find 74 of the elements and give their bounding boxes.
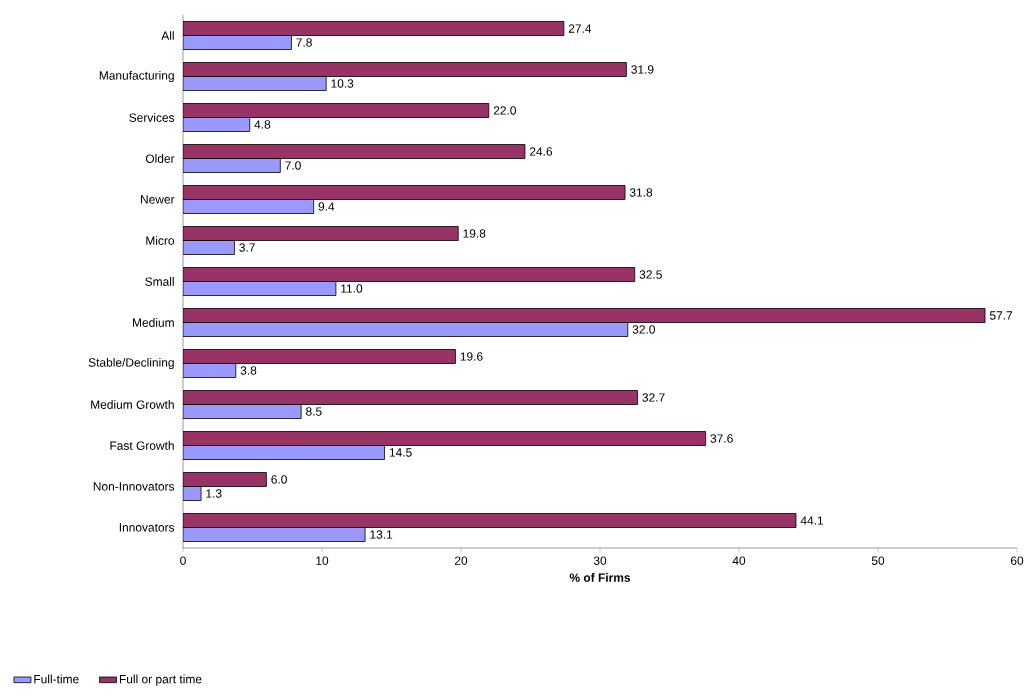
data-label: 32.0 <box>632 325 655 334</box>
bar <box>183 308 986 323</box>
bar <box>183 281 337 296</box>
data-label: 4.8 <box>254 120 271 129</box>
data-label: 7.8 <box>296 38 312 47</box>
y-tick-label: Older <box>145 154 175 163</box>
bar <box>183 144 526 159</box>
y-tick-label: Services <box>129 113 175 122</box>
data-label: 24.6 <box>529 147 553 156</box>
data-label: 19.6 <box>460 352 483 361</box>
data-label: 11.0 <box>341 284 363 293</box>
bar <box>183 267 636 282</box>
data-label: 32.7 <box>642 393 665 402</box>
x-tick-label: 10 <box>316 556 329 565</box>
bar <box>183 76 327 91</box>
bar <box>183 363 237 378</box>
bar <box>183 322 629 337</box>
data-label: 22.0 <box>493 106 516 115</box>
data-label: 3.7 <box>239 243 255 252</box>
data-label: 32.5 <box>639 270 662 279</box>
y-tick-label: Small <box>145 277 174 286</box>
bar <box>183 21 565 36</box>
data-label: 8.5 <box>306 407 322 416</box>
y-tick-label: Newer <box>141 195 175 204</box>
x-tick-label: 30 <box>593 556 607 565</box>
x-tick-label: 0 <box>180 556 186 565</box>
bar <box>183 472 267 487</box>
bar <box>183 103 490 118</box>
data-label: 27.4 <box>568 24 592 33</box>
bar <box>183 431 707 446</box>
y-tick-label: Medium Growth <box>91 400 174 409</box>
bar <box>183 390 638 405</box>
x-tick-label: 50 <box>871 556 885 565</box>
bar <box>183 226 459 241</box>
y-tick-label: Non-Innovators <box>93 482 175 491</box>
x-tick-label: 20 <box>454 556 468 565</box>
bar <box>183 199 315 214</box>
y-tick-label: Manufacturing <box>99 70 174 83</box>
bar <box>183 513 797 528</box>
y-tick-label: Innovators <box>119 523 175 532</box>
bar <box>183 445 385 460</box>
data-label: 1.3 <box>206 489 222 498</box>
bar <box>183 404 302 419</box>
data-label: 44.1 <box>800 516 824 525</box>
bar <box>183 35 292 50</box>
x-tick-label: 40 <box>732 556 746 565</box>
y-tick-label: Stable/Declining <box>88 357 174 370</box>
bar <box>183 240 235 255</box>
bar <box>183 527 366 542</box>
x-axis-title: % of Firms <box>569 573 631 582</box>
data-label: 14.5 <box>389 448 412 457</box>
y-tick-label: Fast Growth <box>110 441 174 450</box>
bar <box>183 62 627 77</box>
y-tick-label: Micro <box>146 236 175 245</box>
data-label: 31.9 <box>631 65 654 74</box>
data-label: 31.8 <box>629 188 653 197</box>
data-label: 6.0 <box>271 475 287 484</box>
data-label: 9.4 <box>318 202 335 211</box>
data-label: 19.8 <box>463 229 486 238</box>
data-label: 37.6 <box>710 434 733 443</box>
data-label: 13.1 <box>370 530 393 539</box>
data-label: 57.7 <box>989 311 1013 320</box>
legend-label: Full-time <box>34 674 79 684</box>
bar <box>183 117 251 132</box>
x-tick-label: 60 <box>1010 556 1024 565</box>
data-label: 7.0 <box>285 161 301 170</box>
legend-label: Full or part time <box>119 674 202 686</box>
bar <box>183 185 626 200</box>
y-tick-label: All <box>161 31 174 40</box>
data-label: 3.8 <box>240 366 257 375</box>
y-tick-label: Medium <box>133 318 174 327</box>
bar <box>183 158 281 173</box>
bar <box>183 349 456 364</box>
data-label: 10.3 <box>331 79 354 88</box>
